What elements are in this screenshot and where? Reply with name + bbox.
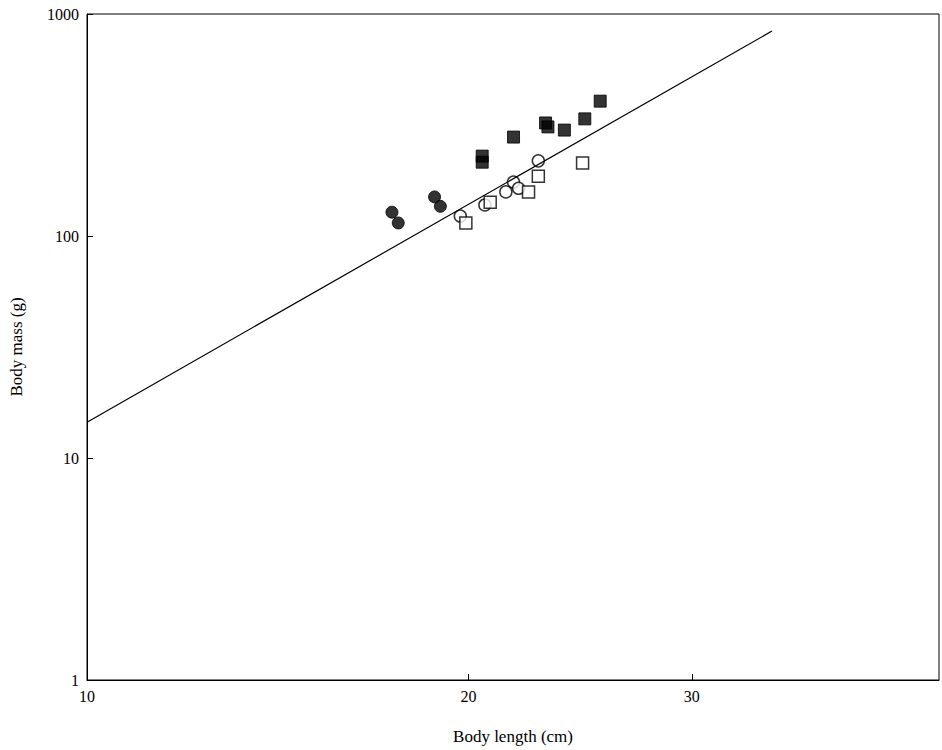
svg-text:100: 100 [55,228,79,245]
svg-text:10: 10 [63,450,79,467]
svg-text:30: 30 [684,688,700,705]
svg-text:10: 10 [79,688,95,705]
svg-text:1000: 1000 [47,6,79,23]
svg-text:1: 1 [71,672,79,689]
svg-text:20: 20 [461,688,477,705]
svg-text:Body mass (g): Body mass (g) [7,297,26,396]
svg-text:Body length (cm): Body length (cm) [453,727,573,746]
